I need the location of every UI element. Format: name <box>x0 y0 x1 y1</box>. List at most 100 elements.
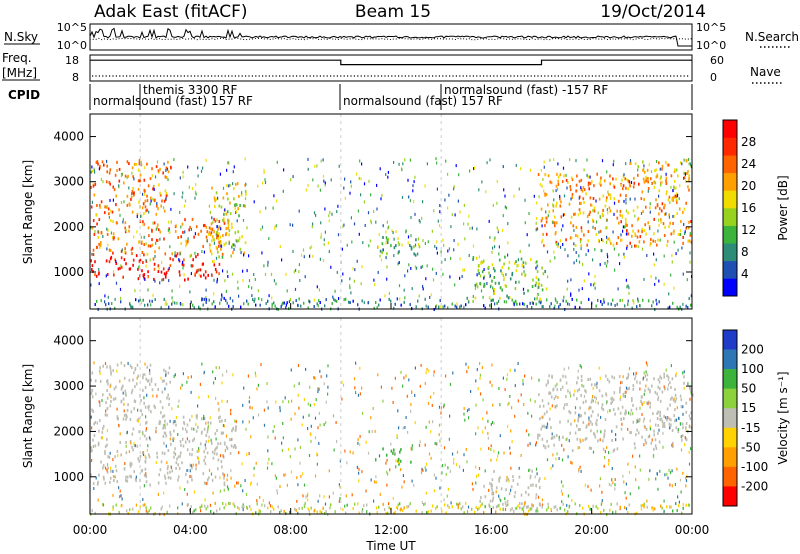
heatmap-cell <box>386 483 388 487</box>
heatmap-cell <box>442 305 444 309</box>
heatmap-cell <box>126 160 129 164</box>
heatmap-cell <box>145 421 147 425</box>
heatmap-cell <box>629 412 632 416</box>
heatmap-cell <box>531 300 533 304</box>
heatmap-cell <box>479 362 481 365</box>
heatmap-cell <box>612 398 615 402</box>
heatmap-cell <box>426 162 428 166</box>
heatmap-cell <box>627 462 629 466</box>
heatmap-cell <box>636 511 638 515</box>
heatmap-cell <box>529 398 532 402</box>
heatmap-cell <box>682 241 684 245</box>
heatmap-cell <box>205 421 207 425</box>
heatmap-cell <box>147 405 149 409</box>
heatmap-cell <box>511 440 513 444</box>
heatmap-cell <box>204 446 207 450</box>
heatmap-cell <box>341 380 343 384</box>
heatmap-cell <box>619 388 621 392</box>
heatmap-cell <box>144 278 146 281</box>
heatmap-cell <box>203 450 205 454</box>
heatmap-cell <box>455 164 457 168</box>
heatmap-cell <box>508 492 511 496</box>
heatmap-cell <box>259 495 261 499</box>
heatmap-cell <box>362 508 364 512</box>
heatmap-cell <box>106 247 108 251</box>
heatmap-cell <box>90 185 92 189</box>
heatmap-cell <box>468 416 470 420</box>
heatmap-cell <box>169 504 171 508</box>
heatmap-cell <box>514 384 516 388</box>
heatmap-cell <box>466 409 469 413</box>
heatmap-cell <box>589 210 591 214</box>
heatmap-cell <box>524 273 527 277</box>
heatmap-cell <box>294 287 297 291</box>
heatmap-cell <box>146 365 149 369</box>
heatmap-cell <box>144 405 147 409</box>
heatmap-cell <box>678 207 681 211</box>
heatmap-cell <box>688 414 690 418</box>
heatmap-cell <box>425 468 427 472</box>
heatmap-cell <box>136 230 138 234</box>
heatmap-cell <box>153 404 155 408</box>
heatmap-cell <box>156 226 158 230</box>
heatmap-cell <box>689 417 692 421</box>
heatmap-cell <box>540 283 543 287</box>
heatmap-cell <box>322 158 324 162</box>
heatmap-cell <box>109 451 111 455</box>
heatmap-cell <box>105 180 108 184</box>
heatmap-cell <box>179 451 182 455</box>
heatmap-cell <box>211 450 214 454</box>
heatmap-cell <box>517 263 519 267</box>
heatmap-cell <box>500 499 502 503</box>
heatmap-cell <box>359 366 361 370</box>
heatmap-cell <box>472 299 474 303</box>
heatmap-cell <box>507 424 509 428</box>
heatmap-cell <box>279 245 281 248</box>
heatmap-cell <box>414 366 416 370</box>
heatmap-cell <box>402 474 404 478</box>
heatmap-cell <box>189 469 191 473</box>
heatmap-cell <box>165 197 167 201</box>
heatmap-cell <box>155 227 157 231</box>
heatmap-cell <box>657 410 660 414</box>
heatmap-cell <box>238 451 240 455</box>
heatmap-cell <box>523 501 526 505</box>
heatmap-cell <box>136 212 139 216</box>
heatmap-cell <box>529 474 532 478</box>
heatmap-cell <box>323 242 325 246</box>
heatmap-cell <box>507 266 510 270</box>
heatmap-cell <box>578 288 580 292</box>
heatmap-cell <box>115 503 117 507</box>
heatmap-cell <box>541 224 543 228</box>
heatmap-cell <box>150 196 152 200</box>
velocity-panel-frame <box>89 317 693 515</box>
heatmap-cell <box>235 420 237 424</box>
heatmap-cell <box>228 229 231 233</box>
heatmap-cell <box>498 245 500 249</box>
heatmap-cell <box>538 195 540 199</box>
heatmap-cell <box>488 219 490 223</box>
heatmap-cell <box>588 272 590 276</box>
heatmap-cell <box>226 478 228 482</box>
heatmap-cell <box>136 444 139 448</box>
heatmap-cell <box>271 296 273 300</box>
heatmap-cell <box>203 417 205 421</box>
heatmap-cell <box>119 296 122 300</box>
heatmap-cell <box>634 244 636 248</box>
heatmap-cell <box>685 429 687 433</box>
heatmap-cell <box>303 398 305 401</box>
heatmap-cell <box>108 215 110 219</box>
heatmap-cell <box>554 256 556 260</box>
heatmap-cell <box>241 462 243 466</box>
heatmap-cell <box>546 439 548 443</box>
heatmap-cell <box>599 179 602 183</box>
heatmap-cell <box>569 431 571 435</box>
heatmap-cell <box>116 363 119 367</box>
heatmap-cell <box>667 163 670 167</box>
heatmap-cell <box>142 388 144 392</box>
heatmap-cell <box>232 251 234 255</box>
heatmap-cell <box>131 388 134 392</box>
heatmap-cell <box>137 457 139 461</box>
heatmap-cell <box>203 481 206 485</box>
heatmap-cell <box>626 229 628 233</box>
